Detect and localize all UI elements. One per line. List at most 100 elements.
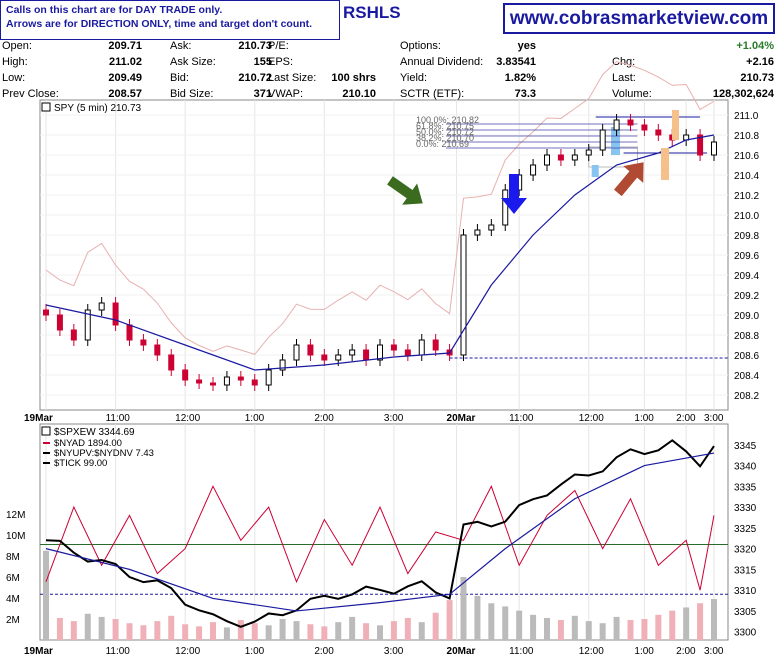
quote-row: VWAP: 210.10 <box>268 86 376 102</box>
quote-label: Low: <box>2 72 26 84</box>
green-arrow-icon-shape <box>387 176 423 205</box>
breadth-x-tick-label: 3:00 <box>384 646 404 657</box>
quote-column-col5: +1.04% Chg: +2.16 Last: 210.73 Volume: 128,302… <box>612 38 774 102</box>
volume-bar <box>571 615 578 640</box>
candle-body <box>390 344 397 351</box>
red-arrow-icon <box>614 162 644 197</box>
site-banner[interactable]: www.cobrasmarketview.com <box>503 3 775 34</box>
breadth-y-tick-label: 3315 <box>734 565 757 576</box>
breadth-chart-title: $SPXEW 3344.69 <box>54 427 135 438</box>
candle-body <box>349 349 356 356</box>
volume-y-tick-label: 2M <box>6 615 20 626</box>
quote-value: +1.04% <box>736 40 774 52</box>
volume-bar <box>432 612 439 640</box>
quote-value: 1.82% <box>504 72 536 84</box>
breadth-x-tick-label: 20Mar <box>447 646 476 657</box>
price-x-tick-label: 2:00 <box>314 413 334 424</box>
legend-icon <box>41 102 51 112</box>
volume-bar <box>363 623 370 640</box>
price-y-tick-label: 209.6 <box>734 251 759 262</box>
price-y-tick-label: 210.6 <box>734 151 759 162</box>
candle-body <box>655 129 662 136</box>
candle-body <box>418 339 425 356</box>
volume-y-tick-label: 10M <box>6 531 25 542</box>
quote-value: 208.57 <box>108 88 142 100</box>
nyad-line <box>45 485 715 591</box>
candle-body <box>98 302 105 311</box>
volume-y-tick-label: 12M <box>6 510 25 521</box>
volume-bar <box>544 617 550 640</box>
volume-bar <box>182 624 189 640</box>
quote-label: Ask: <box>170 40 192 52</box>
spxew-line <box>45 439 715 628</box>
quote-row: Volume: 128,302,624 <box>612 86 774 102</box>
volume-bar <box>196 626 203 640</box>
blue-arrow-icon <box>501 174 527 214</box>
quote-column-col1: Open: 209.71 High: 211.02 Low: 209.49 Prev Clo… <box>2 38 142 102</box>
candle-body <box>56 314 63 331</box>
quote-label: Last Size: <box>268 72 317 84</box>
breadth-y-tick-label: 3340 <box>734 462 757 473</box>
volume-bar <box>404 617 411 640</box>
candle-body <box>335 354 342 361</box>
candle-body <box>265 369 272 386</box>
volume-y-tick-label: 4M <box>6 594 20 605</box>
breadth-y-tick-label: 3345 <box>734 441 757 452</box>
price-y-tick-label: 209.8 <box>734 231 759 242</box>
breadth-x-tick-label: 1:00 <box>634 646 654 657</box>
candle-body <box>112 302 119 326</box>
volume-bar <box>418 622 425 640</box>
moving-average-line <box>45 134 715 371</box>
blue-arrow-icon-shape <box>501 174 527 214</box>
price-y-tick-label: 210.8 <box>734 131 759 142</box>
legend-icon <box>41 426 51 436</box>
volume-bar <box>265 625 272 640</box>
quote-label: Yield: <box>400 72 428 84</box>
price-x-tick-label: 19Mar <box>24 413 53 424</box>
price-y-tick-label: 210.4 <box>734 171 759 182</box>
breadth-x-tick-label: 19Mar <box>24 646 53 657</box>
quote-row: Bid: 210.72 <box>170 70 272 86</box>
price-y-tick-label: 210.2 <box>734 191 759 202</box>
candle-body <box>474 229 481 236</box>
volume-bar <box>223 627 230 640</box>
candle-body <box>196 379 203 384</box>
quote-column-col3: P/E: EPS: Last Size: 100 shrs VWAP: 210.10 <box>268 38 376 102</box>
quote-value: yes <box>517 40 536 52</box>
volume-bar <box>98 616 105 640</box>
candle-body <box>544 154 550 166</box>
quote-value: 155 <box>253 56 272 68</box>
breadth-y-tick-label: 3335 <box>734 482 757 493</box>
volume-bar <box>557 620 564 640</box>
quote-row: Last Size: 100 shrs <box>268 70 376 86</box>
quote-row: Annual Dividend: 3.83541 <box>400 54 536 70</box>
fib-marker-high <box>611 127 621 155</box>
breadth-legend-entry: $NYUPV:$NYDNV 7.43 <box>54 448 154 459</box>
price-y-tick-label: 209.0 <box>734 311 759 322</box>
volume-y-tick-label: 6M <box>6 573 20 584</box>
fib-level-label: 38.2%: 210.70 <box>416 133 474 143</box>
volume-bar <box>446 600 453 640</box>
volume-bar <box>43 550 49 640</box>
quote-value: 100 shrs <box>331 72 376 84</box>
quote-label: Bid: <box>170 72 189 84</box>
candle-body <box>321 354 328 361</box>
breadth-y-tick-label: 3320 <box>734 545 757 556</box>
price-y-tick-label: 210.0 <box>734 211 759 222</box>
volume-bar <box>237 620 244 640</box>
volume-bar <box>669 610 676 640</box>
quote-value: 3.83541 <box>496 56 536 68</box>
volume-bar <box>321 626 328 640</box>
candle-body <box>460 234 467 356</box>
quote-label: P/E: <box>268 40 289 52</box>
price-x-tick-label: 1:00 <box>634 413 654 424</box>
candle-body <box>251 379 258 386</box>
fib-marker-low <box>591 165 599 177</box>
volume-bar <box>585 621 592 640</box>
breadth-x-tick-label: 12:00 <box>579 646 604 657</box>
candle-body <box>126 324 133 341</box>
quote-row: +1.04% <box>612 38 774 54</box>
quote-value: 210.72 <box>238 72 272 84</box>
candle-body <box>585 149 592 156</box>
